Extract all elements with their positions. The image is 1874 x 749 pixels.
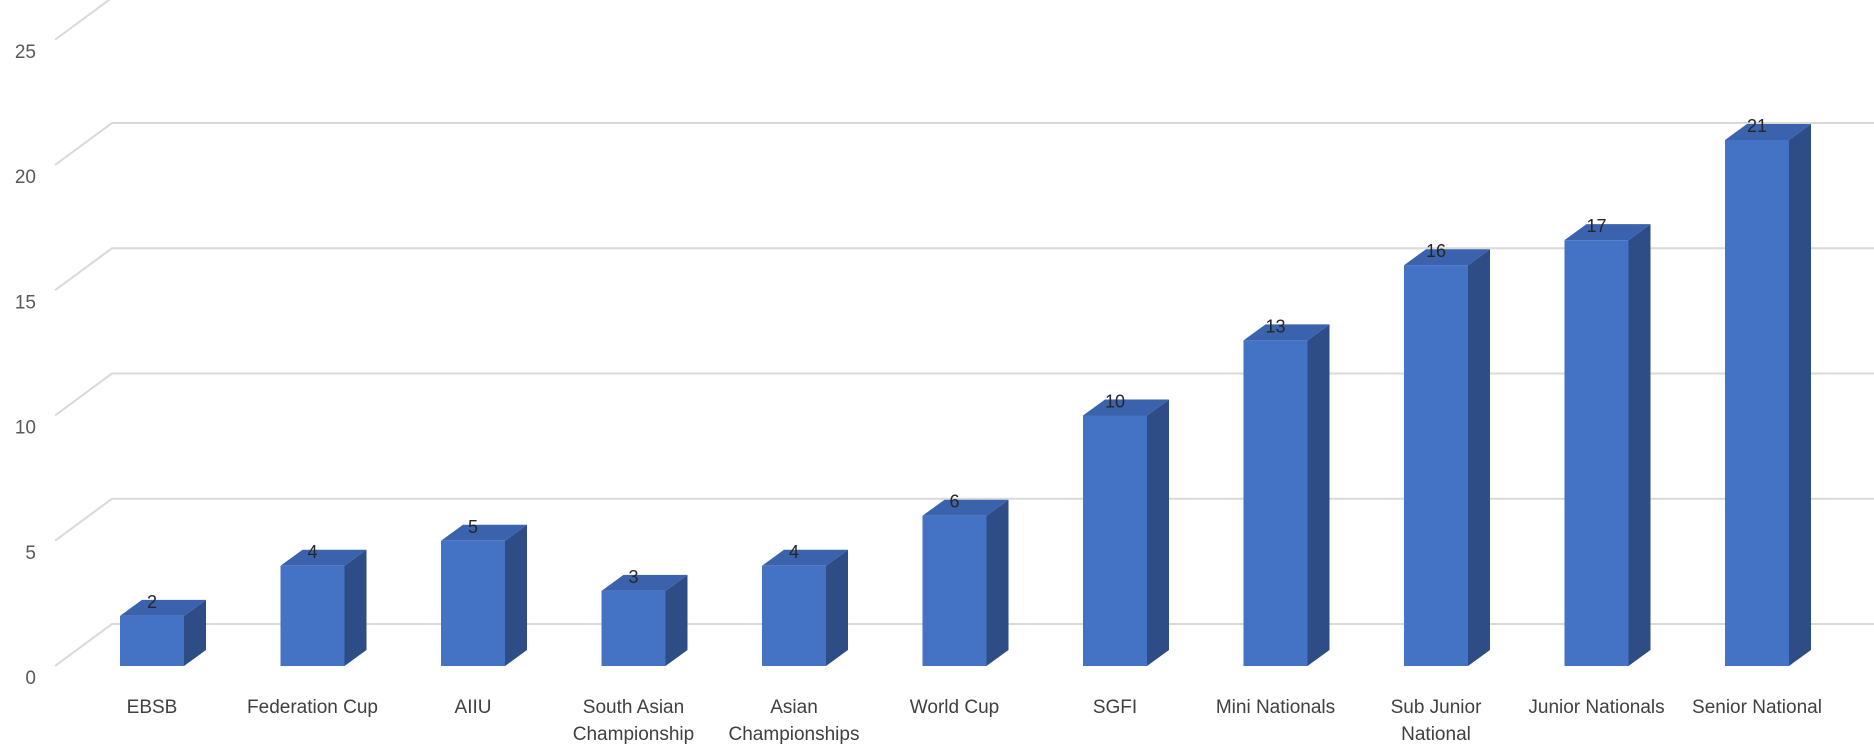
bar-side-face xyxy=(1789,123,1811,666)
bar-front-face xyxy=(762,565,826,666)
y-tick-label: 5 xyxy=(25,543,36,564)
data-label: 6 xyxy=(949,492,959,512)
category-label: South Asian Championship xyxy=(573,697,694,744)
bar-top-face xyxy=(441,524,527,541)
bar xyxy=(1083,399,1169,666)
bar xyxy=(922,499,1009,666)
data-label: 2 xyxy=(147,592,157,612)
y-tick-label: 25 xyxy=(15,42,36,63)
bar-top-face xyxy=(922,499,1009,516)
bar-front-face xyxy=(1243,340,1308,666)
bars xyxy=(120,123,1811,666)
bar-top-face xyxy=(280,549,367,566)
bar-top-face xyxy=(1725,123,1811,140)
bar-side-face xyxy=(505,524,527,666)
y-tick-label: 0 xyxy=(25,668,36,689)
bar-top-face xyxy=(120,599,206,616)
y-tick-label: 20 xyxy=(15,167,36,188)
data-labels: 2 4 5 3 4 6 10 13 16 17 21 xyxy=(147,116,1767,612)
bar-top-face xyxy=(1083,399,1169,416)
bar-side-face xyxy=(344,549,367,666)
category-label: Federation Cup xyxy=(247,697,378,718)
y-tick-label: 10 xyxy=(15,418,36,439)
bar-front-face xyxy=(922,515,987,666)
data-label: 16 xyxy=(1426,241,1446,261)
bar-side-face xyxy=(1468,249,1490,666)
bar xyxy=(762,549,848,666)
category-label: Sub Junior National xyxy=(1391,697,1483,744)
bar-front-face xyxy=(1564,240,1629,666)
x-axis-categories: EBSB Federation Cup AIIU South Asian Champio… xyxy=(127,697,1822,745)
data-label: 4 xyxy=(307,542,317,562)
bar xyxy=(601,574,688,666)
bar-top-face xyxy=(601,574,688,591)
data-label: 13 xyxy=(1265,316,1285,336)
bar xyxy=(1243,324,1330,666)
category-label: AIIU xyxy=(455,697,492,718)
bar xyxy=(1404,249,1490,666)
bar-front-face xyxy=(1725,139,1789,666)
bar-side-face xyxy=(1307,324,1330,666)
bar xyxy=(1725,123,1811,666)
data-label: 3 xyxy=(628,567,638,587)
bar-top-face xyxy=(1404,249,1490,266)
gridline xyxy=(54,122,1874,166)
bar-side-face xyxy=(184,599,206,666)
category-label: EBSB xyxy=(127,697,178,718)
gridline xyxy=(54,247,1874,292)
category-label: World Cup xyxy=(910,697,999,718)
category-label: Asian Championships xyxy=(729,697,860,744)
bar xyxy=(1564,224,1651,666)
y-tick-label: 15 xyxy=(15,292,36,313)
bar xyxy=(441,524,527,666)
data-label: 21 xyxy=(1747,116,1767,136)
bar-side-face xyxy=(1147,399,1169,666)
y-axis-ticks: 0 5 10 15 20 25 xyxy=(15,42,36,689)
bar-front-face xyxy=(280,565,345,666)
bar-front-face xyxy=(120,615,184,666)
category-label: Junior Nationals xyxy=(1528,697,1664,718)
bar-front-face xyxy=(601,590,666,666)
bar-side-face xyxy=(665,574,688,666)
bar-side-face xyxy=(986,499,1009,666)
bar-top-face xyxy=(762,549,848,566)
bar-front-face xyxy=(1083,415,1147,666)
category-label: Senior National xyxy=(1692,697,1822,718)
bar-front-face xyxy=(1404,265,1468,666)
bar-front-face xyxy=(441,540,505,666)
data-label: 5 xyxy=(468,517,478,537)
bar-top-face xyxy=(1564,224,1651,241)
data-label: 17 xyxy=(1586,216,1606,236)
bar xyxy=(280,549,367,666)
category-label: Mini Nationals xyxy=(1216,697,1335,718)
bar-side-face xyxy=(1628,224,1651,666)
bar xyxy=(120,599,206,666)
bar-top-face xyxy=(1243,324,1330,341)
category-label: SGFI xyxy=(1093,697,1137,718)
data-label: 4 xyxy=(789,542,799,562)
bar-side-face xyxy=(826,549,848,666)
data-label: 10 xyxy=(1105,392,1125,412)
gridline xyxy=(54,0,111,41)
